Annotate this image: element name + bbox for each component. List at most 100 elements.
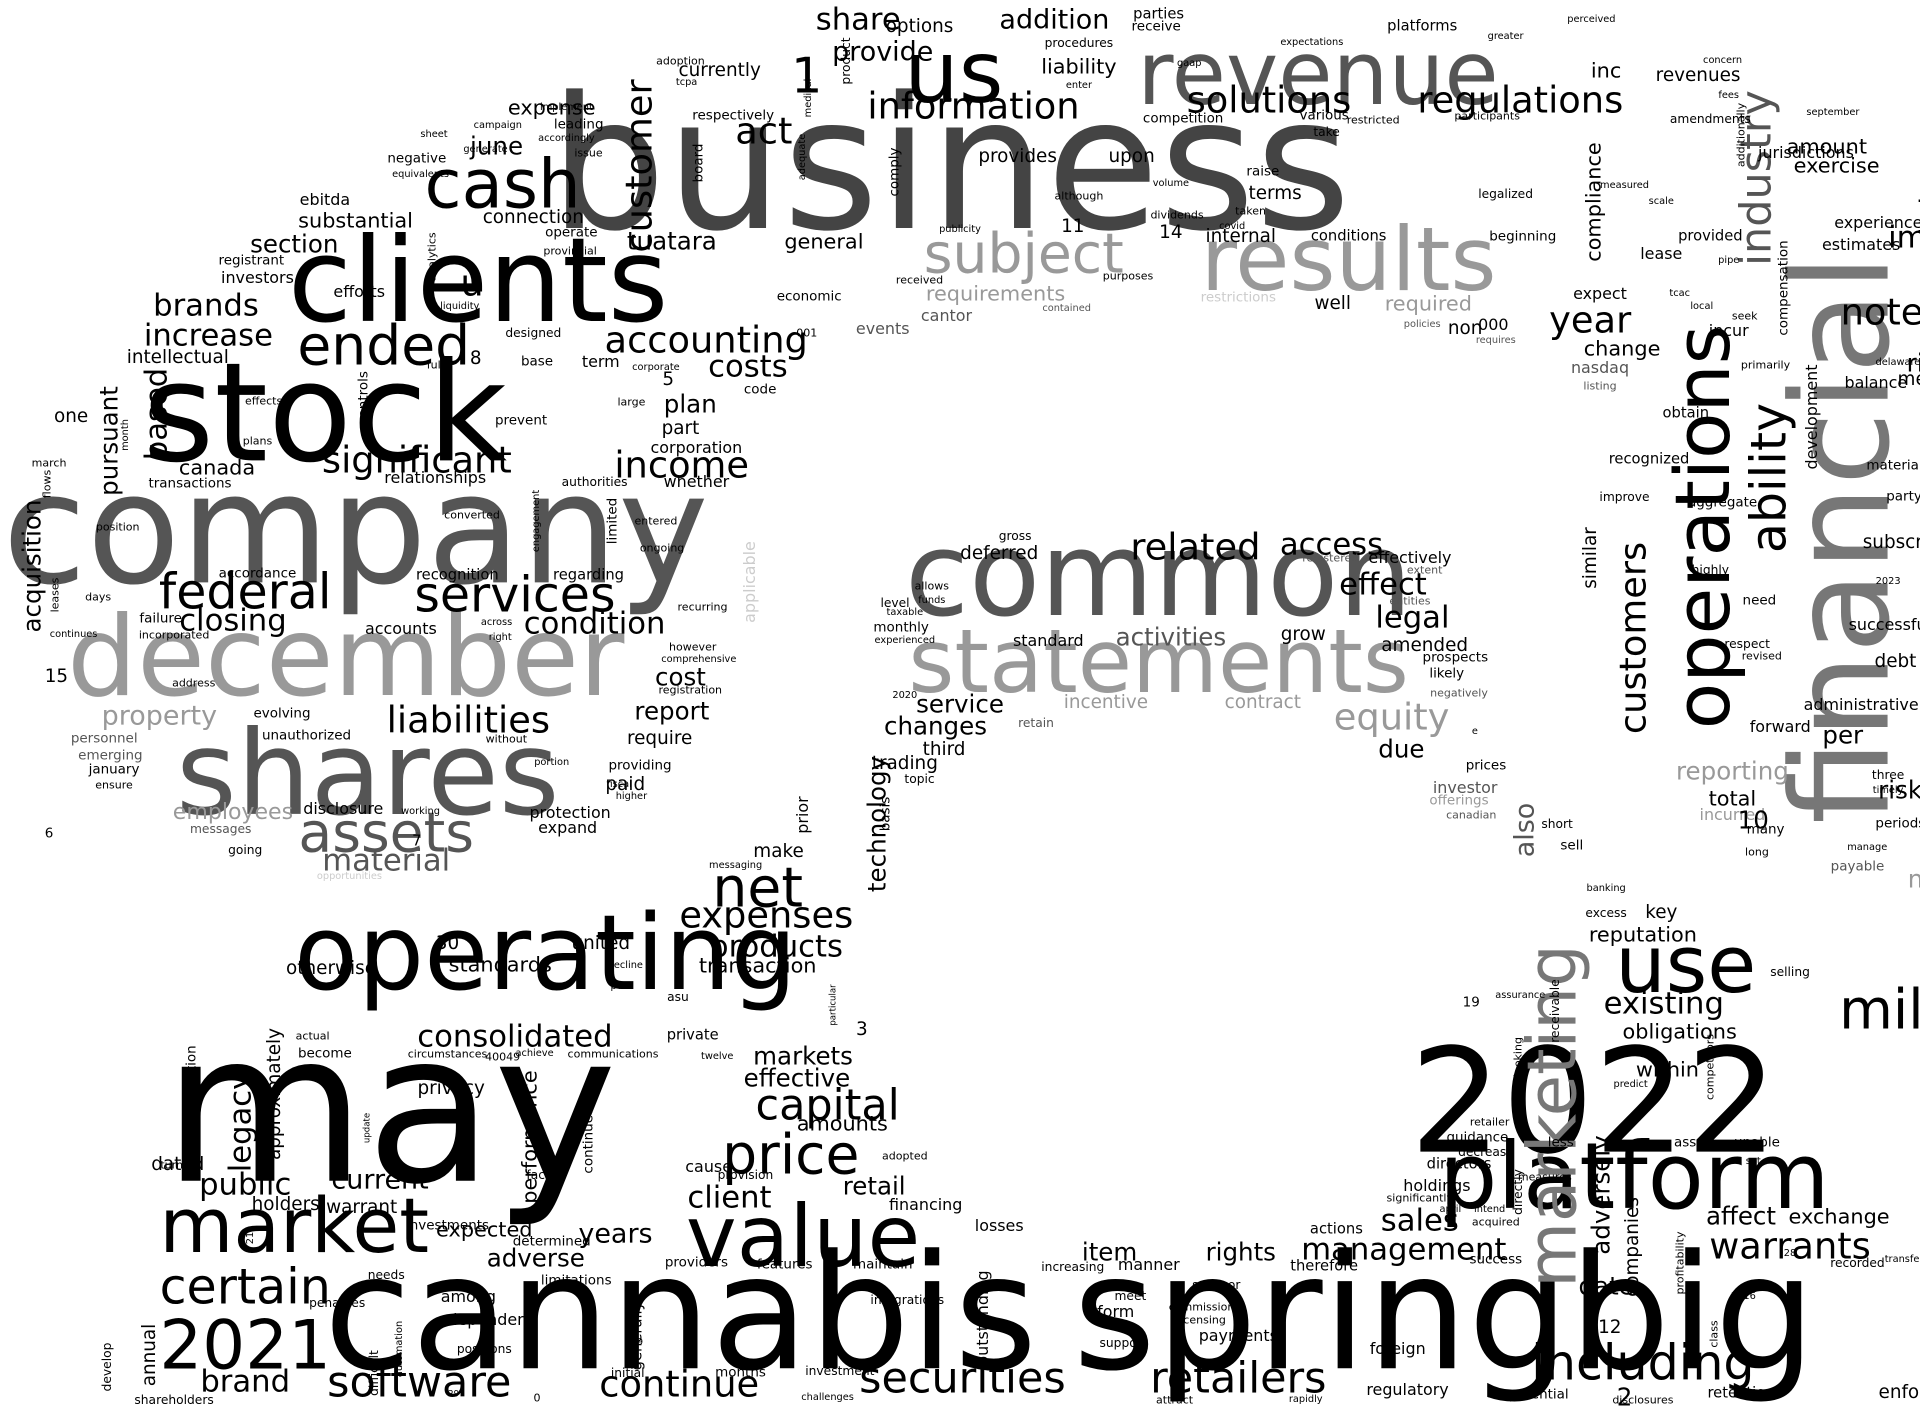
word-market: market bbox=[159, 1181, 430, 1271]
word-conditions: conditions bbox=[1310, 227, 1387, 245]
word-recurring: recurring bbox=[677, 600, 728, 614]
word-2022: 2022 bbox=[1409, 1019, 1778, 1188]
word-changes: changes bbox=[883, 711, 987, 741]
word-base: base bbox=[520, 352, 554, 369]
word-annual: annual bbox=[138, 1323, 160, 1387]
word-licensing: licensing bbox=[1177, 1313, 1226, 1327]
word-topic: topic bbox=[904, 771, 935, 786]
word-time: time bbox=[1918, 189, 1920, 227]
word-greater: greater bbox=[1487, 30, 1524, 42]
word-short: short bbox=[1541, 816, 1573, 831]
word-pos: pos bbox=[610, 981, 628, 993]
word-platforms: platforms bbox=[1387, 17, 1458, 35]
word-12: 12 bbox=[1598, 1316, 1622, 1338]
word-2023: 2023 bbox=[1875, 576, 1901, 588]
word-third: third bbox=[922, 739, 966, 761]
word-integrations: integrations bbox=[870, 1292, 945, 1307]
word-initial: initial bbox=[610, 1366, 645, 1381]
word-section: section bbox=[250, 229, 339, 259]
word-united: united bbox=[571, 932, 631, 954]
word-cost: cost bbox=[655, 662, 706, 692]
word-prior: prior bbox=[793, 796, 813, 834]
word-designed: designed bbox=[505, 326, 562, 341]
word-excess: excess bbox=[1585, 906, 1627, 921]
word-less: less bbox=[1547, 1133, 1574, 1150]
word-increase: increase bbox=[143, 318, 273, 354]
word-reporting: reporting bbox=[1676, 757, 1789, 787]
word-investors: investors bbox=[221, 268, 294, 288]
word-level: level bbox=[880, 596, 910, 611]
word-needs: needs bbox=[367, 1267, 405, 1282]
word-equivalents: equivalents bbox=[392, 169, 449, 181]
word-emerging: emerging bbox=[78, 747, 143, 764]
word-prices: prices bbox=[1465, 757, 1507, 774]
word-limited: limited bbox=[604, 497, 621, 545]
word-asset: asset bbox=[1674, 1133, 1710, 1150]
word-material: material bbox=[322, 843, 451, 879]
word-change: change bbox=[1583, 337, 1661, 361]
word-cannabis: cannabis bbox=[323, 1220, 1038, 1406]
word-stock: stock bbox=[142, 334, 508, 494]
word-000: 000 bbox=[1478, 314, 1509, 334]
word-upon: upon bbox=[1108, 145, 1155, 167]
word-board: board bbox=[690, 143, 707, 183]
word-perceived: perceived bbox=[1567, 13, 1616, 25]
word-significantly: significantly bbox=[1386, 1191, 1453, 1205]
word-monthly: monthly bbox=[873, 618, 929, 635]
word-address: address bbox=[172, 676, 216, 690]
word-internal: internal bbox=[1205, 225, 1277, 247]
word-party: party bbox=[1886, 487, 1920, 504]
word-march: march bbox=[31, 456, 67, 470]
word-three: three bbox=[1871, 767, 1905, 782]
word-obtain: obtain bbox=[1662, 405, 1710, 423]
word-various: various bbox=[1299, 107, 1349, 124]
word-tcac: tcac bbox=[1669, 288, 1690, 300]
word-require: require bbox=[626, 728, 693, 750]
word-month: month bbox=[120, 419, 132, 452]
word-decline: decline bbox=[607, 960, 643, 972]
word-significant: significant bbox=[321, 438, 512, 482]
word-engagement: engagement bbox=[531, 489, 543, 553]
word-measured: measured bbox=[1600, 180, 1649, 192]
word-prospects: prospects bbox=[1422, 649, 1489, 666]
word-events: events bbox=[855, 318, 910, 338]
word-registration: registration bbox=[658, 683, 723, 697]
word-effect: effect bbox=[1339, 567, 1427, 603]
word-large: large bbox=[617, 395, 646, 409]
word-legacy: legacy bbox=[223, 1071, 259, 1173]
word-timely: timely bbox=[1872, 784, 1904, 796]
word-beginning: beginning bbox=[1489, 227, 1557, 244]
word-face: face bbox=[526, 1167, 553, 1182]
word-corporate: corporate bbox=[632, 361, 680, 373]
word-funds: funds bbox=[918, 594, 946, 606]
word-meet: meet bbox=[1114, 1288, 1147, 1303]
word-update: update bbox=[362, 1112, 373, 1144]
word-canadian: canadian bbox=[1446, 808, 1497, 822]
word-experienced: experienced bbox=[874, 635, 936, 647]
word-purposes: purposes bbox=[1102, 269, 1154, 283]
word-leading: leading bbox=[553, 116, 604, 133]
word-determined: determined bbox=[512, 1233, 591, 1250]
word-many: many bbox=[1746, 821, 1785, 838]
word-clients: clients bbox=[287, 213, 669, 349]
word-acquisition: acquisition bbox=[17, 499, 47, 633]
word-ensure: ensure bbox=[95, 778, 133, 792]
word-contained: contained bbox=[1042, 303, 1091, 315]
word-effectively: effectively bbox=[1368, 547, 1452, 567]
word-incurred: incurred bbox=[1699, 805, 1766, 825]
word-basis: basis bbox=[877, 796, 894, 832]
word-registered: registered bbox=[1302, 551, 1359, 565]
word-regulations: regulations bbox=[1417, 78, 1624, 122]
word-accounts: accounts bbox=[365, 618, 437, 638]
word-tuatara: tuatara bbox=[626, 226, 717, 256]
word-expectations: expectations bbox=[1280, 37, 1344, 48]
word-gaap: gaap bbox=[1177, 57, 1202, 69]
word-well: well bbox=[1314, 292, 1351, 314]
word-21: 21 bbox=[245, 1232, 257, 1245]
word-retention: retention bbox=[1707, 1384, 1775, 1402]
word-7: 7 bbox=[412, 832, 422, 850]
word-provision: provision bbox=[717, 1167, 774, 1182]
word-without: without bbox=[485, 732, 528, 746]
word-payments: payments bbox=[1198, 1326, 1278, 1346]
